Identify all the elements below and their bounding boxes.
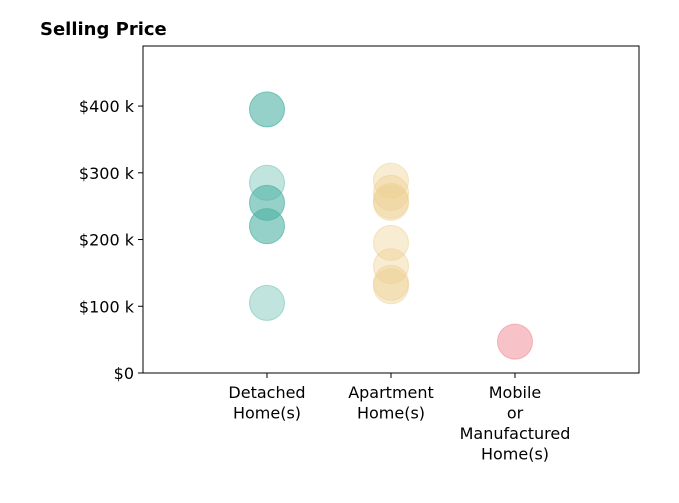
data-points (249, 91, 533, 360)
data-point (249, 284, 285, 321)
x-tick-label-line: Manufactured (460, 424, 571, 443)
y-tick-label: $300 k (79, 164, 135, 183)
data-point (373, 162, 409, 199)
data-point (249, 208, 285, 245)
data-point (249, 91, 285, 128)
chart-title: Selling Price (40, 19, 167, 40)
y-tick-label: $0 (114, 364, 134, 383)
x-tick-label: Detached Home(s) (228, 383, 305, 423)
y-axis: $0 $100 k $200 k $300 k $400 k (79, 97, 143, 383)
x-tick-label: Apartment Home(s) (348, 383, 434, 423)
data-point (373, 224, 409, 261)
data-point (373, 268, 409, 305)
data-point (373, 174, 409, 211)
x-tick-label-line: Home(s) (357, 404, 425, 423)
y-tick-label: $200 k (79, 231, 135, 250)
x-tick-label-line: Home(s) (233, 404, 301, 423)
data-point (373, 248, 409, 285)
y-tick-label: $400 k (79, 97, 135, 116)
x-tick-label-line: Mobile (489, 383, 541, 402)
x-tick-label-line: Detached (228, 383, 305, 402)
data-point (497, 323, 533, 360)
x-tick-label-line: Home(s) (481, 445, 549, 464)
x-tick-label: Mobile or Manufactured Home(s) (460, 383, 571, 464)
y-tick-label: $100 k (79, 297, 135, 316)
x-tick-label-line: or (507, 404, 524, 423)
data-point (373, 184, 409, 221)
x-axis: Detached Home(s) Apartment Home(s) Mobile or M… (228, 373, 570, 464)
x-tick-label-line: Apartment (348, 383, 434, 402)
